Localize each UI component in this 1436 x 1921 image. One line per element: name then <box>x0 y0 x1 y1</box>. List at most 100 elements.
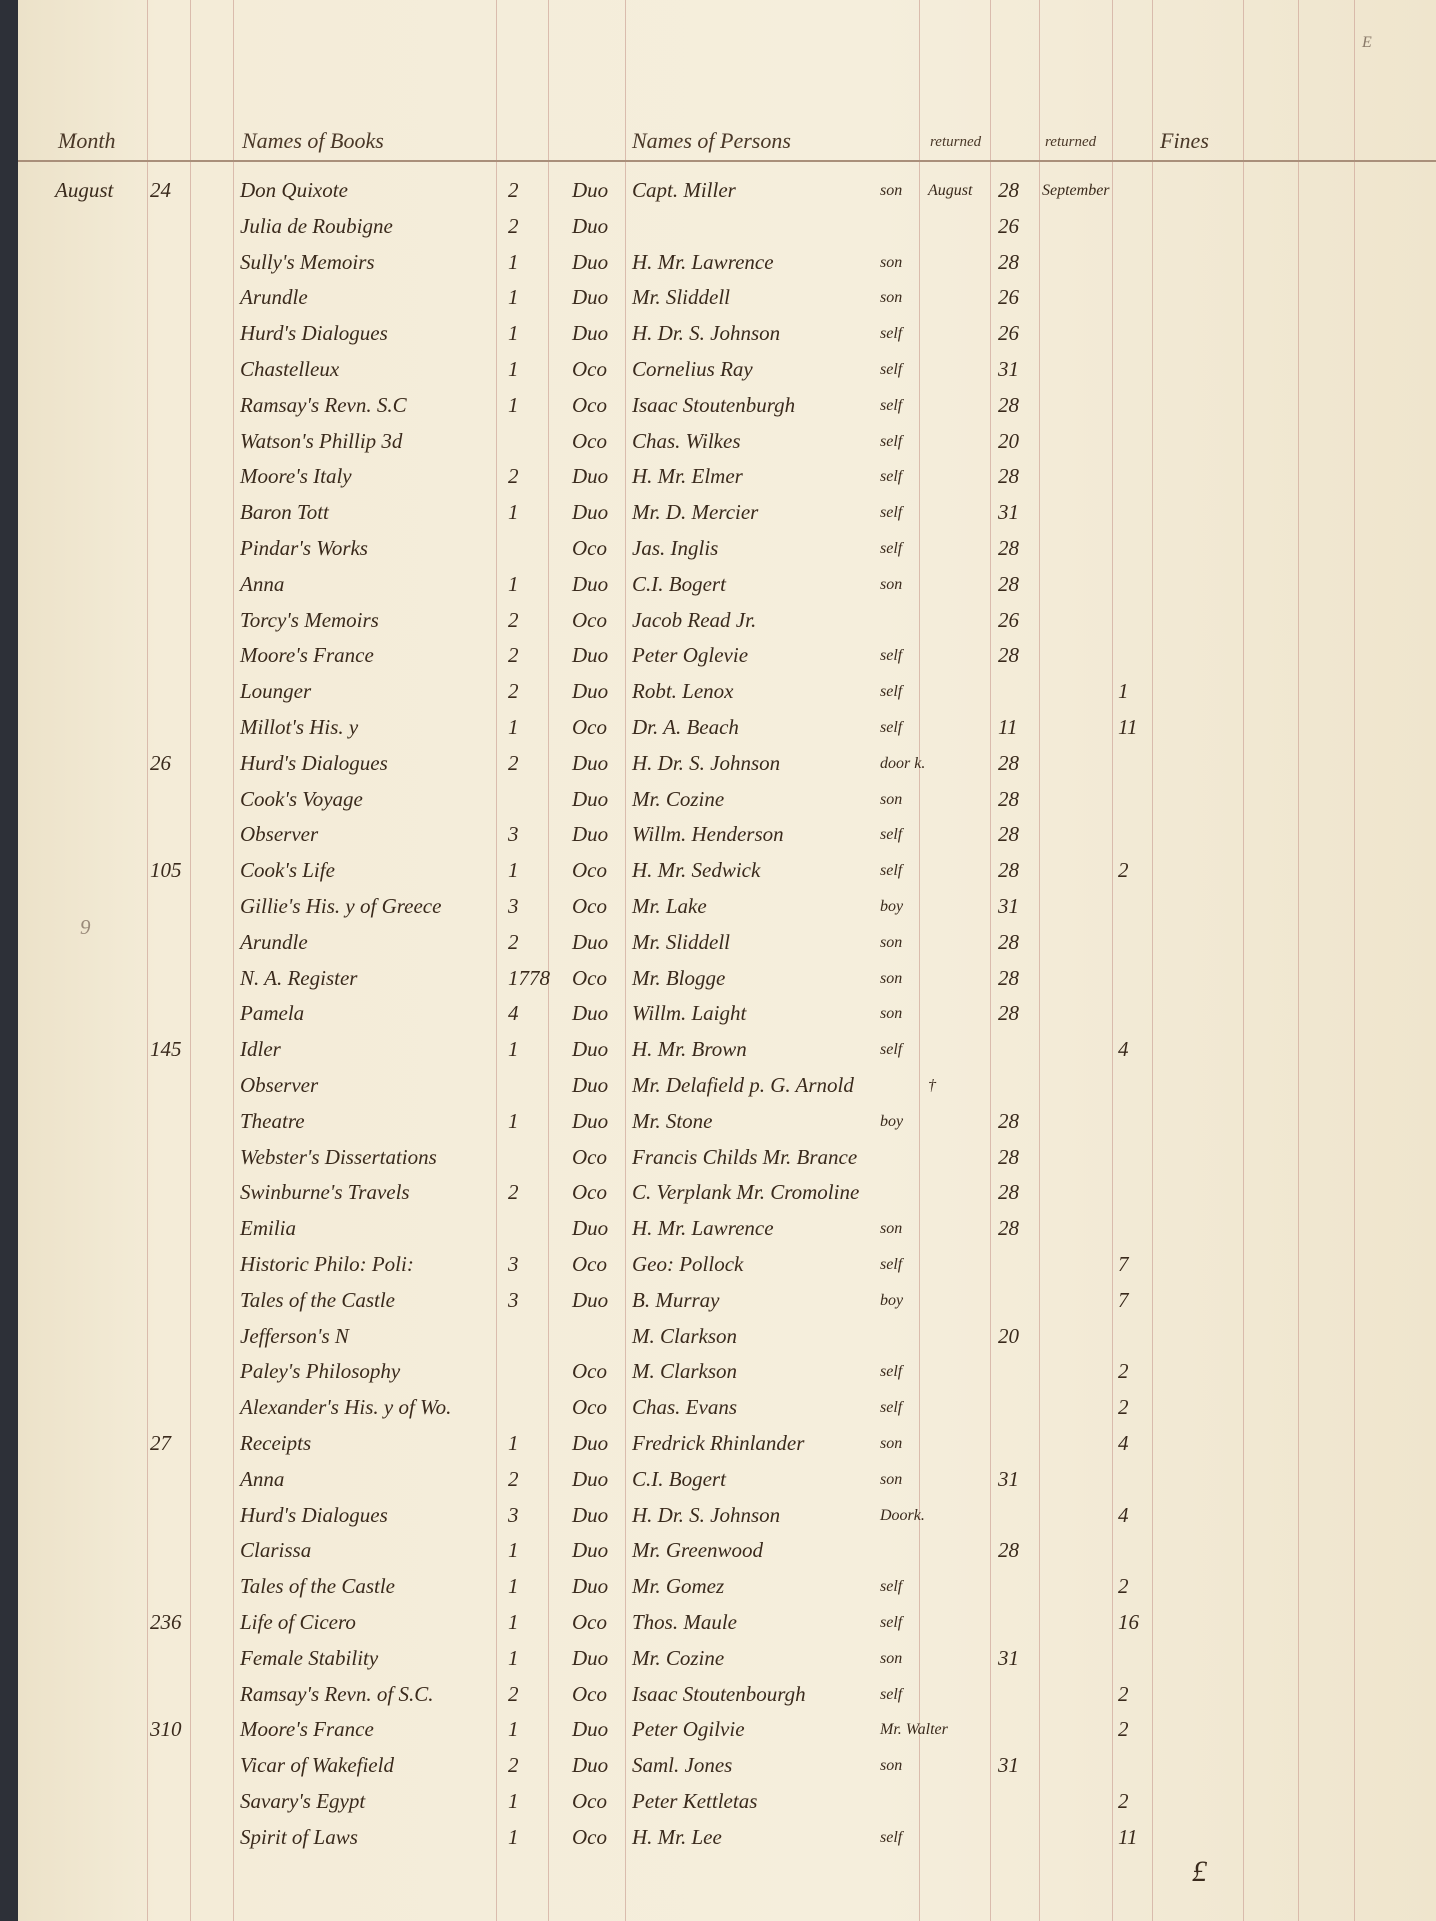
volume-count: 1 <box>508 715 519 739</box>
day-cell: 24 <box>150 178 171 202</box>
relation-cell: son <box>880 575 903 593</box>
volume-count: 2 <box>508 750 519 775</box>
fine-cell: 4 <box>1118 1502 1129 1527</box>
volume-count: 2 <box>508 1681 519 1706</box>
corner-mark: E <box>1362 34 1372 51</box>
volume-count: 1 <box>508 1037 519 1062</box>
format-cell: Duo <box>572 1717 609 1742</box>
fine-cell: 2 <box>1118 1574 1129 1599</box>
borrower-name: Mr. Cozine <box>632 1645 725 1670</box>
book-title: Tales of the Castle <box>240 1574 395 1599</box>
book-title: Spirit of Laws <box>240 1824 358 1849</box>
relation-cell: self <box>880 396 903 414</box>
relation-cell: son <box>880 1435 903 1452</box>
column-rule <box>919 0 920 1921</box>
relation-cell: son <box>880 289 903 307</box>
header-fines: Fines <box>1160 128 1209 153</box>
book-title: Observer <box>240 822 319 847</box>
borrower-name: H. Mr. Elmer <box>632 464 743 489</box>
volume-count: 1 <box>508 1717 519 1742</box>
relation-cell: self <box>880 1256 903 1273</box>
format-cell: Duo <box>572 679 609 704</box>
relation-cell: self <box>880 1828 903 1846</box>
format-cell: Oco <box>572 428 607 453</box>
column-rule <box>1152 0 1153 1921</box>
column-rule <box>1298 0 1299 1921</box>
book-title: Ramsay's Revn. S.C <box>240 392 407 417</box>
format-cell: Duo <box>572 1574 609 1599</box>
relation-cell: self <box>880 1041 903 1059</box>
relation-cell: self <box>880 325 903 343</box>
borrower-name: H. Dr. S. Johnson <box>632 1502 781 1527</box>
borrower-name: H. Mr. Sedwick <box>632 858 761 883</box>
returned-day: 20 <box>998 428 1019 453</box>
volume-count: 2 <box>508 1753 519 1778</box>
returned-day: 28 <box>998 750 1019 775</box>
relation-cell: self <box>880 1399 903 1417</box>
returned-day: 31 <box>998 1466 1019 1491</box>
book-title: Gillie's His. y of Greece <box>240 894 442 918</box>
book-title: Don Quixote <box>240 178 348 202</box>
returned-day: 28 <box>998 464 1019 489</box>
format-cell: Duo <box>572 571 609 596</box>
day-cell: 310 <box>150 1717 182 1742</box>
borrower-name: Mr. Lake <box>632 894 707 918</box>
borrower-name: C.I. Bogert <box>632 571 726 596</box>
format-cell: Duo <box>572 285 609 310</box>
borrower-name: Jacob Read Jr. <box>632 607 757 632</box>
returned-month: August <box>928 182 973 199</box>
volume-count: 1 <box>508 858 519 883</box>
borrower-name: Mr. Gomez <box>632 1574 725 1599</box>
format-cell: Oco <box>572 1144 607 1169</box>
book-title: Hurd's Dialogues <box>240 750 388 775</box>
volume-count: 1 <box>508 392 519 417</box>
returned-day: 31 <box>998 357 1019 381</box>
relation-cell: self <box>880 1578 903 1596</box>
format-cell: Duo <box>572 1001 609 1026</box>
relation-cell: son <box>880 933 903 951</box>
format-cell: Duo <box>572 822 609 847</box>
format-cell: Oco <box>572 1610 607 1634</box>
borrower-name: Jas. Inglis <box>632 536 719 560</box>
returned-day: 28 <box>998 1001 1019 1026</box>
column-rule <box>147 0 148 1921</box>
volume-count: 1 <box>508 1789 519 1813</box>
relation-cell: self <box>880 1685 903 1703</box>
format-cell: Duo <box>572 1502 609 1527</box>
book-title: Swinburne's Travels <box>240 1180 410 1205</box>
book-title: Torcy's Memoirs <box>240 607 379 632</box>
ledger-page <box>18 0 1436 1921</box>
borrower-name: Isaac Stoutenburgh <box>632 392 796 417</box>
fine-cell: 11 <box>1118 1824 1138 1849</box>
volume-count: 1 <box>508 571 519 596</box>
book-title: Chastelleux <box>240 357 340 381</box>
borrower-name: H. Dr. S. Johnson <box>632 750 781 775</box>
relation-cell: self <box>880 862 903 880</box>
relation-cell: son <box>880 253 903 271</box>
returned-day: 26 <box>998 321 1019 346</box>
volume-count: 2 <box>508 643 519 668</box>
volume-count: 1 <box>508 1431 519 1455</box>
column-rule <box>1354 0 1355 1921</box>
format-cell: Oco <box>572 1180 607 1205</box>
book-title: Savary's Egypt <box>240 1789 366 1813</box>
column-rule <box>1112 0 1113 1921</box>
returned-day: 31 <box>998 1645 1019 1670</box>
volume-count: 2 <box>508 929 519 954</box>
relation-cell: boy <box>880 898 904 915</box>
fine-cell: 7 <box>1118 1252 1129 1276</box>
format-cell: Oco <box>572 715 607 739</box>
book-title: Theatre <box>240 1108 305 1133</box>
relation-cell: son <box>880 1470 903 1488</box>
returned-day: 31 <box>998 894 1019 918</box>
format-cell: Oco <box>572 607 607 632</box>
book-title: Jefferson's N <box>240 1323 349 1348</box>
book-title: Webster's Dissertations <box>240 1144 437 1169</box>
book-title: Hurd's Dialogues <box>240 321 388 346</box>
borrower-name: Robt. Lenox <box>632 679 734 704</box>
volume-count: 2 <box>508 213 519 238</box>
fine-cell: 4 <box>1118 1037 1129 1062</box>
relation-cell: boy <box>880 1112 904 1130</box>
format-cell: Duo <box>572 500 609 525</box>
relation-cell: self <box>880 1614 903 1631</box>
